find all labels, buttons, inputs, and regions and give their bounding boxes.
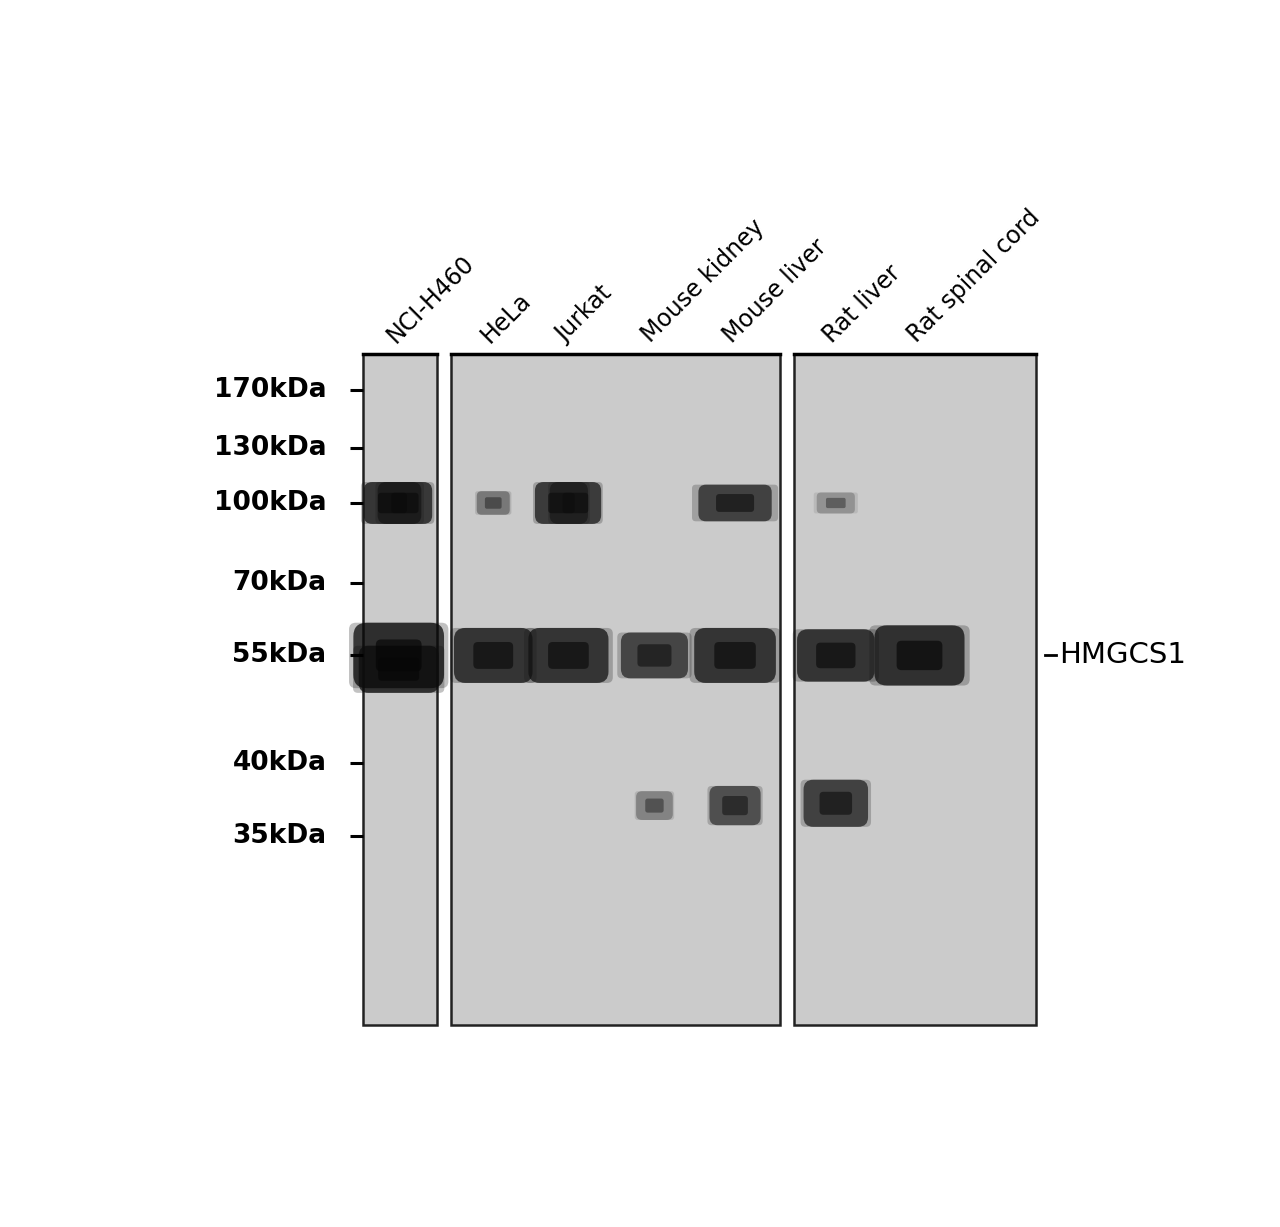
Text: Mouse liver: Mouse liver <box>718 234 831 347</box>
FancyBboxPatch shape <box>485 497 502 509</box>
FancyBboxPatch shape <box>716 494 754 512</box>
FancyBboxPatch shape <box>819 791 852 815</box>
FancyBboxPatch shape <box>392 493 419 513</box>
FancyBboxPatch shape <box>800 779 870 827</box>
FancyBboxPatch shape <box>804 779 868 827</box>
FancyBboxPatch shape <box>378 493 407 513</box>
FancyBboxPatch shape <box>532 482 590 524</box>
Text: 170kDa: 170kDa <box>214 377 326 402</box>
Text: 70kDa: 70kDa <box>233 571 326 596</box>
FancyBboxPatch shape <box>694 628 776 683</box>
FancyBboxPatch shape <box>548 482 603 524</box>
Text: Rat liver: Rat liver <box>819 260 906 347</box>
Bar <box>364 353 438 1025</box>
FancyBboxPatch shape <box>549 482 602 524</box>
FancyBboxPatch shape <box>635 791 675 820</box>
FancyBboxPatch shape <box>548 493 575 513</box>
FancyBboxPatch shape <box>896 640 942 670</box>
FancyBboxPatch shape <box>349 623 448 688</box>
FancyBboxPatch shape <box>562 493 589 513</box>
FancyBboxPatch shape <box>524 628 613 683</box>
FancyBboxPatch shape <box>375 482 434 524</box>
Text: 130kDa: 130kDa <box>214 434 326 460</box>
FancyBboxPatch shape <box>376 639 421 671</box>
FancyBboxPatch shape <box>529 628 608 683</box>
FancyBboxPatch shape <box>709 787 760 826</box>
FancyBboxPatch shape <box>548 642 589 669</box>
FancyBboxPatch shape <box>364 482 421 524</box>
Text: Rat spinal cord: Rat spinal cord <box>902 206 1044 347</box>
FancyBboxPatch shape <box>353 623 444 688</box>
Text: 55kDa: 55kDa <box>233 643 326 669</box>
Text: 100kDa: 100kDa <box>214 490 326 517</box>
Bar <box>794 353 1036 1025</box>
FancyBboxPatch shape <box>645 799 663 812</box>
FancyBboxPatch shape <box>476 491 509 515</box>
Text: 40kDa: 40kDa <box>233 750 326 777</box>
FancyBboxPatch shape <box>722 796 748 815</box>
FancyBboxPatch shape <box>692 485 778 521</box>
FancyBboxPatch shape <box>690 628 781 683</box>
FancyBboxPatch shape <box>358 645 439 693</box>
FancyBboxPatch shape <box>708 787 763 826</box>
FancyBboxPatch shape <box>449 628 536 683</box>
FancyBboxPatch shape <box>817 643 855 669</box>
Text: Jurkat: Jurkat <box>552 282 617 347</box>
FancyBboxPatch shape <box>797 629 874 682</box>
FancyBboxPatch shape <box>826 498 846 508</box>
FancyBboxPatch shape <box>378 482 433 524</box>
FancyBboxPatch shape <box>699 485 772 521</box>
FancyBboxPatch shape <box>617 633 691 679</box>
FancyBboxPatch shape <box>637 644 672 666</box>
FancyBboxPatch shape <box>475 491 512 515</box>
FancyBboxPatch shape <box>454 628 532 683</box>
FancyBboxPatch shape <box>353 645 444 693</box>
FancyBboxPatch shape <box>378 658 420 681</box>
Text: HeLa: HeLa <box>476 288 535 347</box>
FancyBboxPatch shape <box>474 642 513 669</box>
Text: NCI-H460: NCI-H460 <box>381 250 479 347</box>
FancyBboxPatch shape <box>621 633 687 679</box>
Text: 35kDa: 35kDa <box>233 823 326 849</box>
FancyBboxPatch shape <box>636 791 673 820</box>
FancyBboxPatch shape <box>535 482 588 524</box>
FancyBboxPatch shape <box>817 492 855 513</box>
FancyBboxPatch shape <box>792 629 879 682</box>
FancyBboxPatch shape <box>361 482 424 524</box>
FancyBboxPatch shape <box>874 626 965 686</box>
FancyBboxPatch shape <box>814 492 858 513</box>
Text: Mouse kidney: Mouse kidney <box>637 216 769 347</box>
Text: HMGCS1: HMGCS1 <box>1059 642 1187 670</box>
FancyBboxPatch shape <box>714 642 755 669</box>
Bar <box>452 353 780 1025</box>
FancyBboxPatch shape <box>869 626 970 686</box>
